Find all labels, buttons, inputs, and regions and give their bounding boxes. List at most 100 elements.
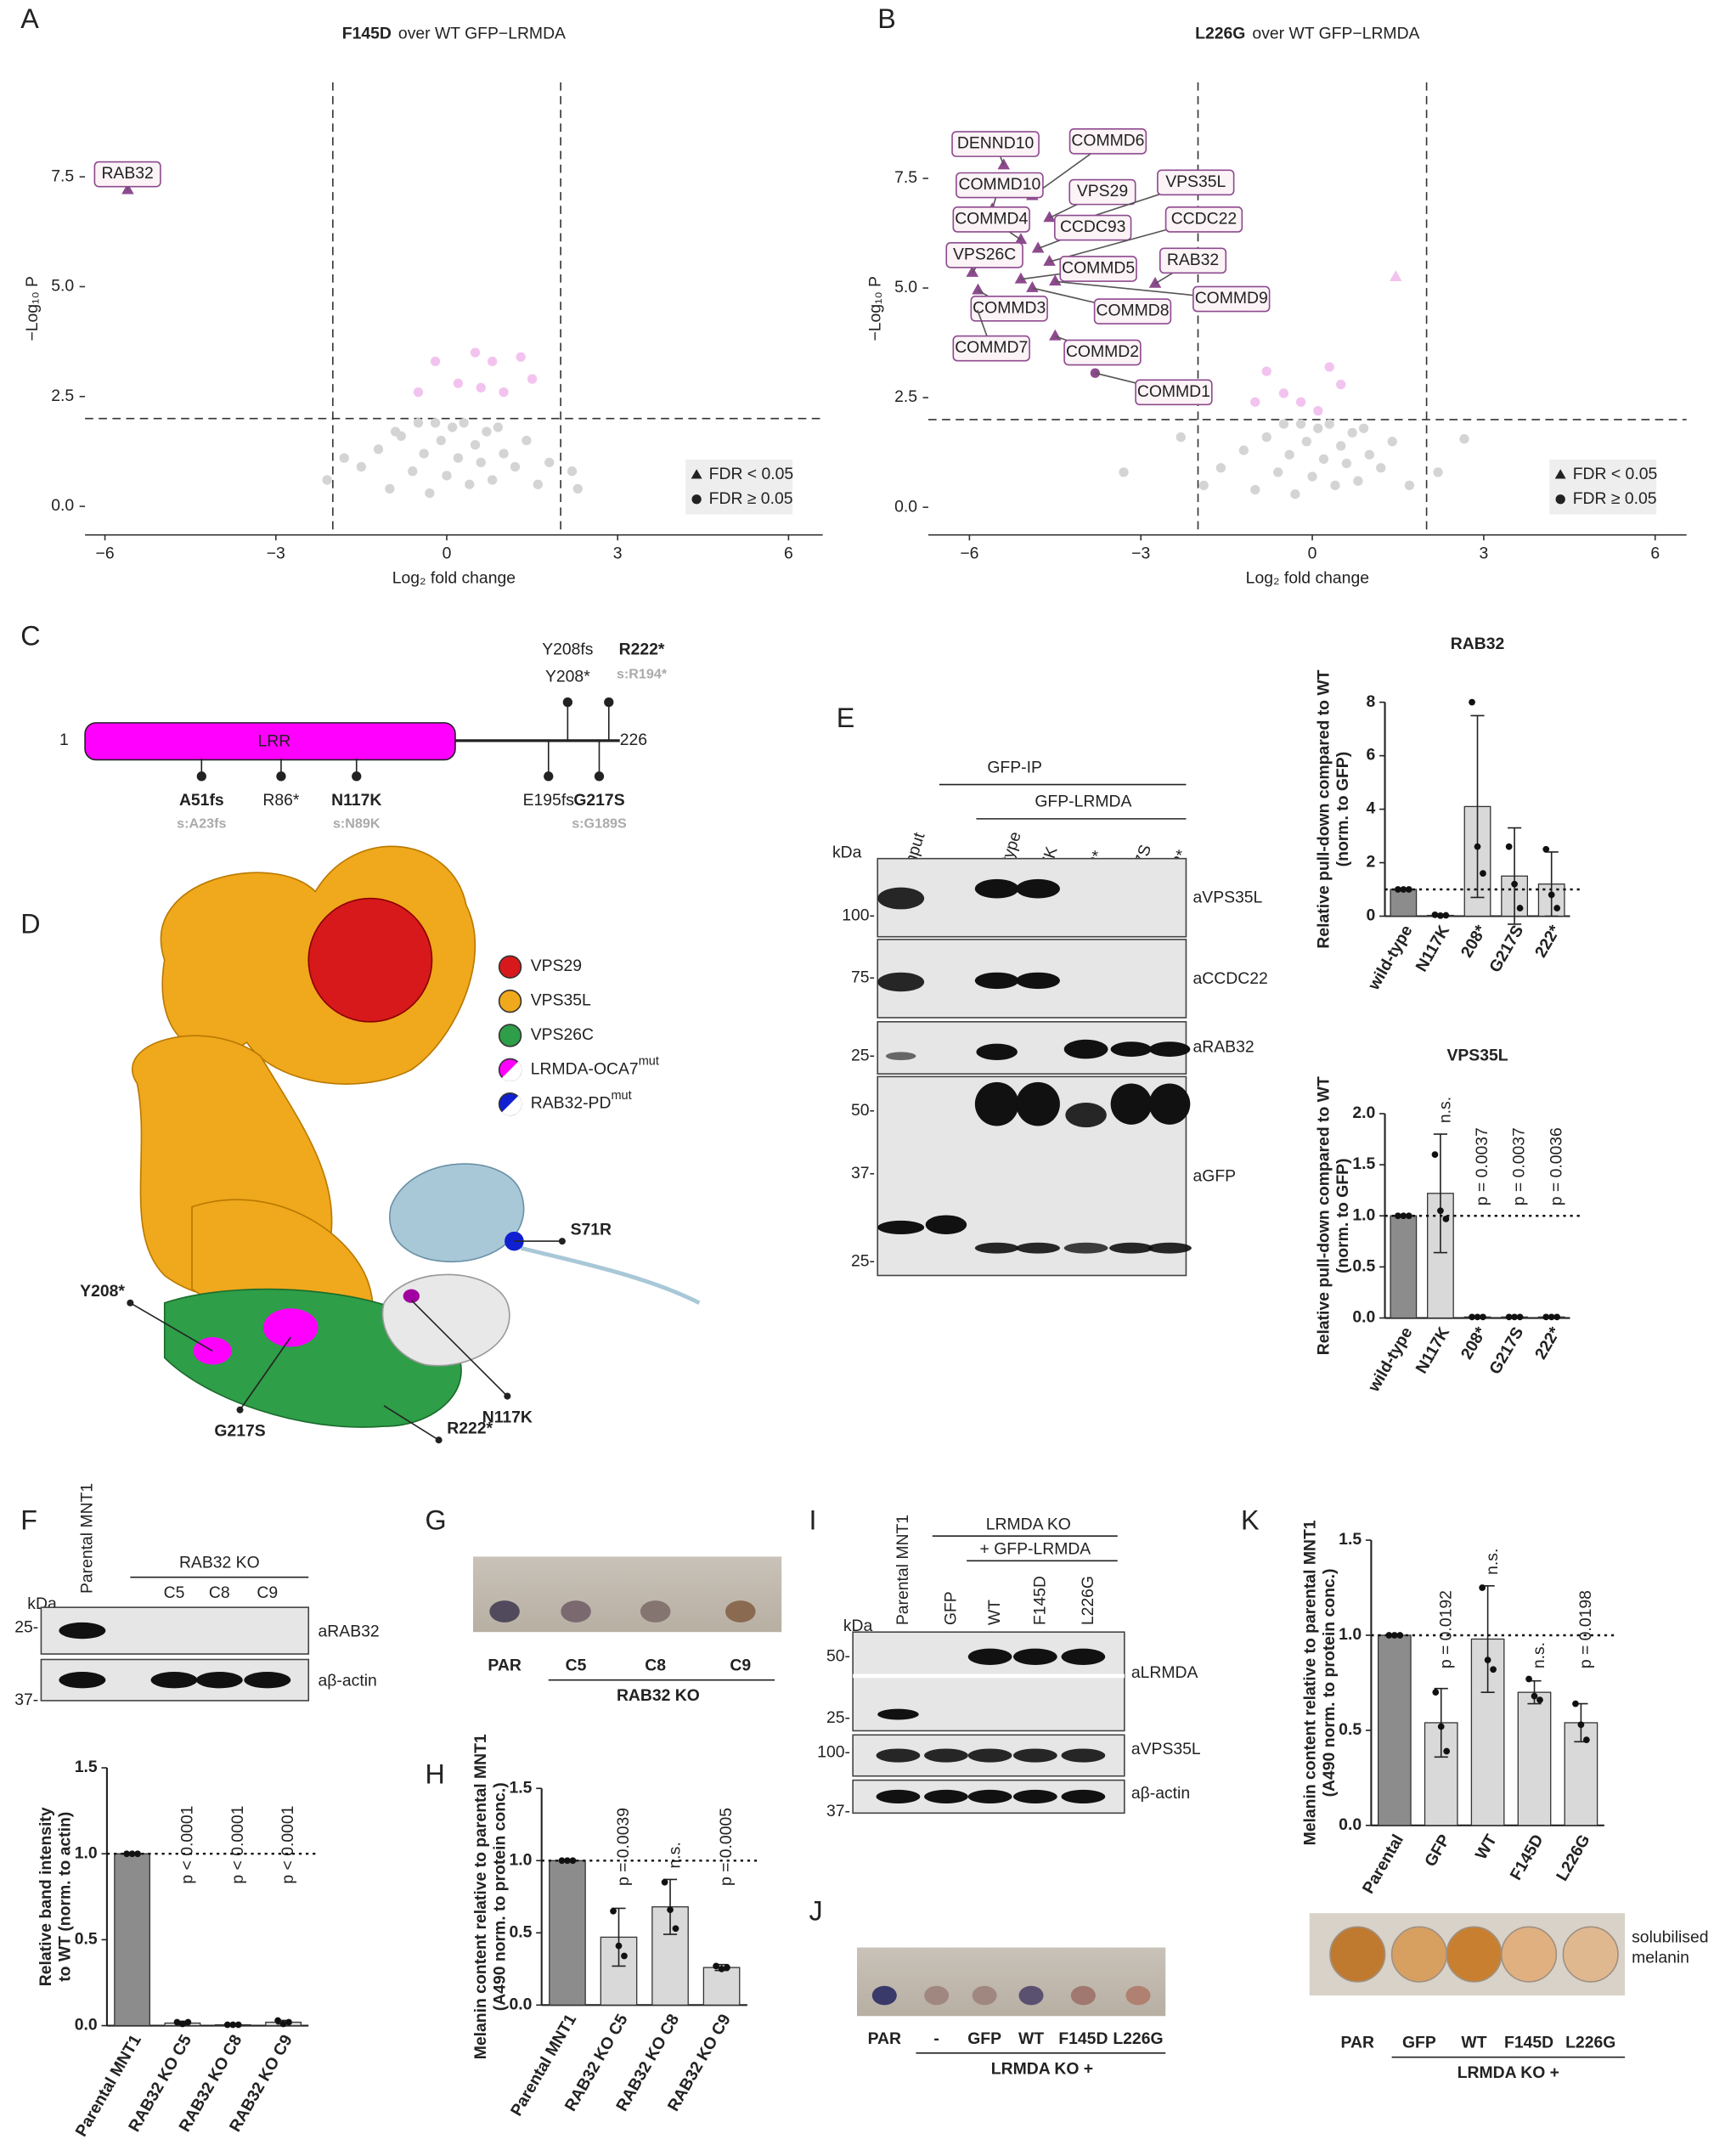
well-label: WT <box>1461 2034 1486 2052</box>
x-tick-label: N117K <box>1412 922 1453 974</box>
replicate-dot <box>672 1925 679 1933</box>
legend-sup: mut <box>639 1054 659 1068</box>
legend-marker <box>691 494 702 505</box>
band <box>877 972 925 992</box>
point <box>356 461 367 472</box>
band <box>967 1648 1012 1665</box>
replicate-dot <box>1511 1313 1518 1321</box>
label-box <box>1093 298 1172 325</box>
annotation: p = 0.0037 <box>1510 1127 1529 1205</box>
replicate-dot <box>234 2021 242 2029</box>
point <box>448 422 458 432</box>
lane-label: GFP <box>942 1591 961 1625</box>
tube <box>1070 1985 1096 2006</box>
bar <box>549 1860 586 2006</box>
replicate-dot <box>279 2020 287 2028</box>
point-label: COMMD9 <box>1195 289 1268 308</box>
y-axis-label: Melanin content relative to parental MNT… <box>471 1734 490 2059</box>
lane-label: C9 <box>257 1583 278 1602</box>
title-mutant: L226G <box>1195 25 1245 43</box>
label-dot <box>504 1392 511 1400</box>
annotation: p = 0.0036 <box>1547 1127 1565 1205</box>
replicate-dot <box>610 1907 617 1915</box>
band <box>1061 1789 1106 1804</box>
y-tick-label: 5.0 <box>894 278 917 296</box>
band <box>1063 1242 1108 1254</box>
point-label: CCDC93 <box>1060 217 1125 236</box>
point <box>1043 211 1056 223</box>
replicate-dot <box>134 1850 141 1858</box>
label-box <box>970 295 1048 322</box>
legend-name: VPS35L <box>531 991 591 1010</box>
x-tick-label: −3 <box>267 544 285 562</box>
blot-header: + GFP-LRMDA <box>980 1539 1091 1558</box>
point <box>1353 476 1363 486</box>
point <box>1278 388 1289 398</box>
x-tick-label: 3 <box>1479 544 1488 562</box>
y-tick-label: 0 <box>1366 906 1375 925</box>
panel-label: A <box>20 3 39 34</box>
point <box>1433 467 1443 477</box>
x-tick-label: L226G <box>1553 1831 1594 1884</box>
y-axis-label: −Log₁₀ P <box>866 276 885 341</box>
tube <box>871 1985 897 2006</box>
blot-header: GFP-IP <box>987 758 1042 776</box>
replicate-dot <box>1400 1212 1407 1220</box>
point <box>465 479 475 489</box>
point <box>1049 274 1062 286</box>
point <box>482 426 492 437</box>
lollipop-head <box>276 771 286 782</box>
replicate-dot <box>667 1906 674 1913</box>
replicate-dot <box>1400 886 1407 893</box>
label-box <box>1063 339 1142 366</box>
legend-marker <box>691 469 702 479</box>
replicate-dot <box>274 2017 281 2024</box>
residue-label: 226 <box>620 731 647 749</box>
antibody-label: aVPS35L <box>1193 889 1263 907</box>
point <box>1176 432 1186 443</box>
y-axis-label: Relative pull-down compared to WT <box>1315 669 1333 948</box>
label-box <box>1164 206 1243 233</box>
y-axis-label: (A490 norm. to protein conc.) <box>1320 1568 1339 1797</box>
x-tick-label: G217S <box>1486 922 1527 975</box>
y-axis-label: (A490 norm. to protein conc.) <box>490 1782 509 2011</box>
annotation: p = 0.0037 <box>1473 1127 1491 1205</box>
point-label: VPS26C <box>953 245 1016 263</box>
x-tick-label: 6 <box>1650 544 1660 562</box>
replicate-dot <box>1405 1212 1412 1220</box>
band <box>1063 1039 1108 1059</box>
replicate-dot <box>1432 1689 1440 1696</box>
point-label: VPS29 <box>1077 182 1128 200</box>
band <box>877 1708 919 1720</box>
replicate-dot <box>1505 843 1513 850</box>
band <box>1065 1103 1107 1128</box>
label-box <box>945 242 1023 268</box>
marker-label: 37- <box>826 1802 850 1820</box>
mutation-label: Y208fs <box>542 640 593 658</box>
y-tick-label: 6 <box>1366 746 1375 765</box>
point <box>442 471 452 481</box>
blot-header: LRMDA KO <box>986 1515 1071 1533</box>
point <box>493 422 503 432</box>
point <box>510 461 521 472</box>
x-tick-label: WT <box>1472 1831 1501 1863</box>
point <box>1387 437 1397 447</box>
point <box>487 475 498 485</box>
replicate-dot <box>1437 1723 1445 1730</box>
replicate-dot <box>1548 891 1555 899</box>
replicate-dot <box>1443 1747 1451 1755</box>
point <box>1376 463 1386 473</box>
y-axis-label: to WT (norm. to actin) <box>56 1812 75 1982</box>
tube <box>1018 1985 1044 2006</box>
point-label: COMMD2 <box>1066 342 1139 361</box>
x-tick-label: 222* <box>1531 922 1565 961</box>
bar <box>1427 1193 1454 1319</box>
y-tick-label: 0.5 <box>75 1929 98 1948</box>
replicate-dot <box>1395 1212 1401 1220</box>
well <box>1500 1926 1558 1983</box>
lollipop-head <box>594 771 605 782</box>
replicate-dot <box>1505 1313 1513 1321</box>
annotation: p = 0.0005 <box>717 1808 736 1886</box>
band <box>876 1789 921 1804</box>
point <box>1341 458 1352 469</box>
